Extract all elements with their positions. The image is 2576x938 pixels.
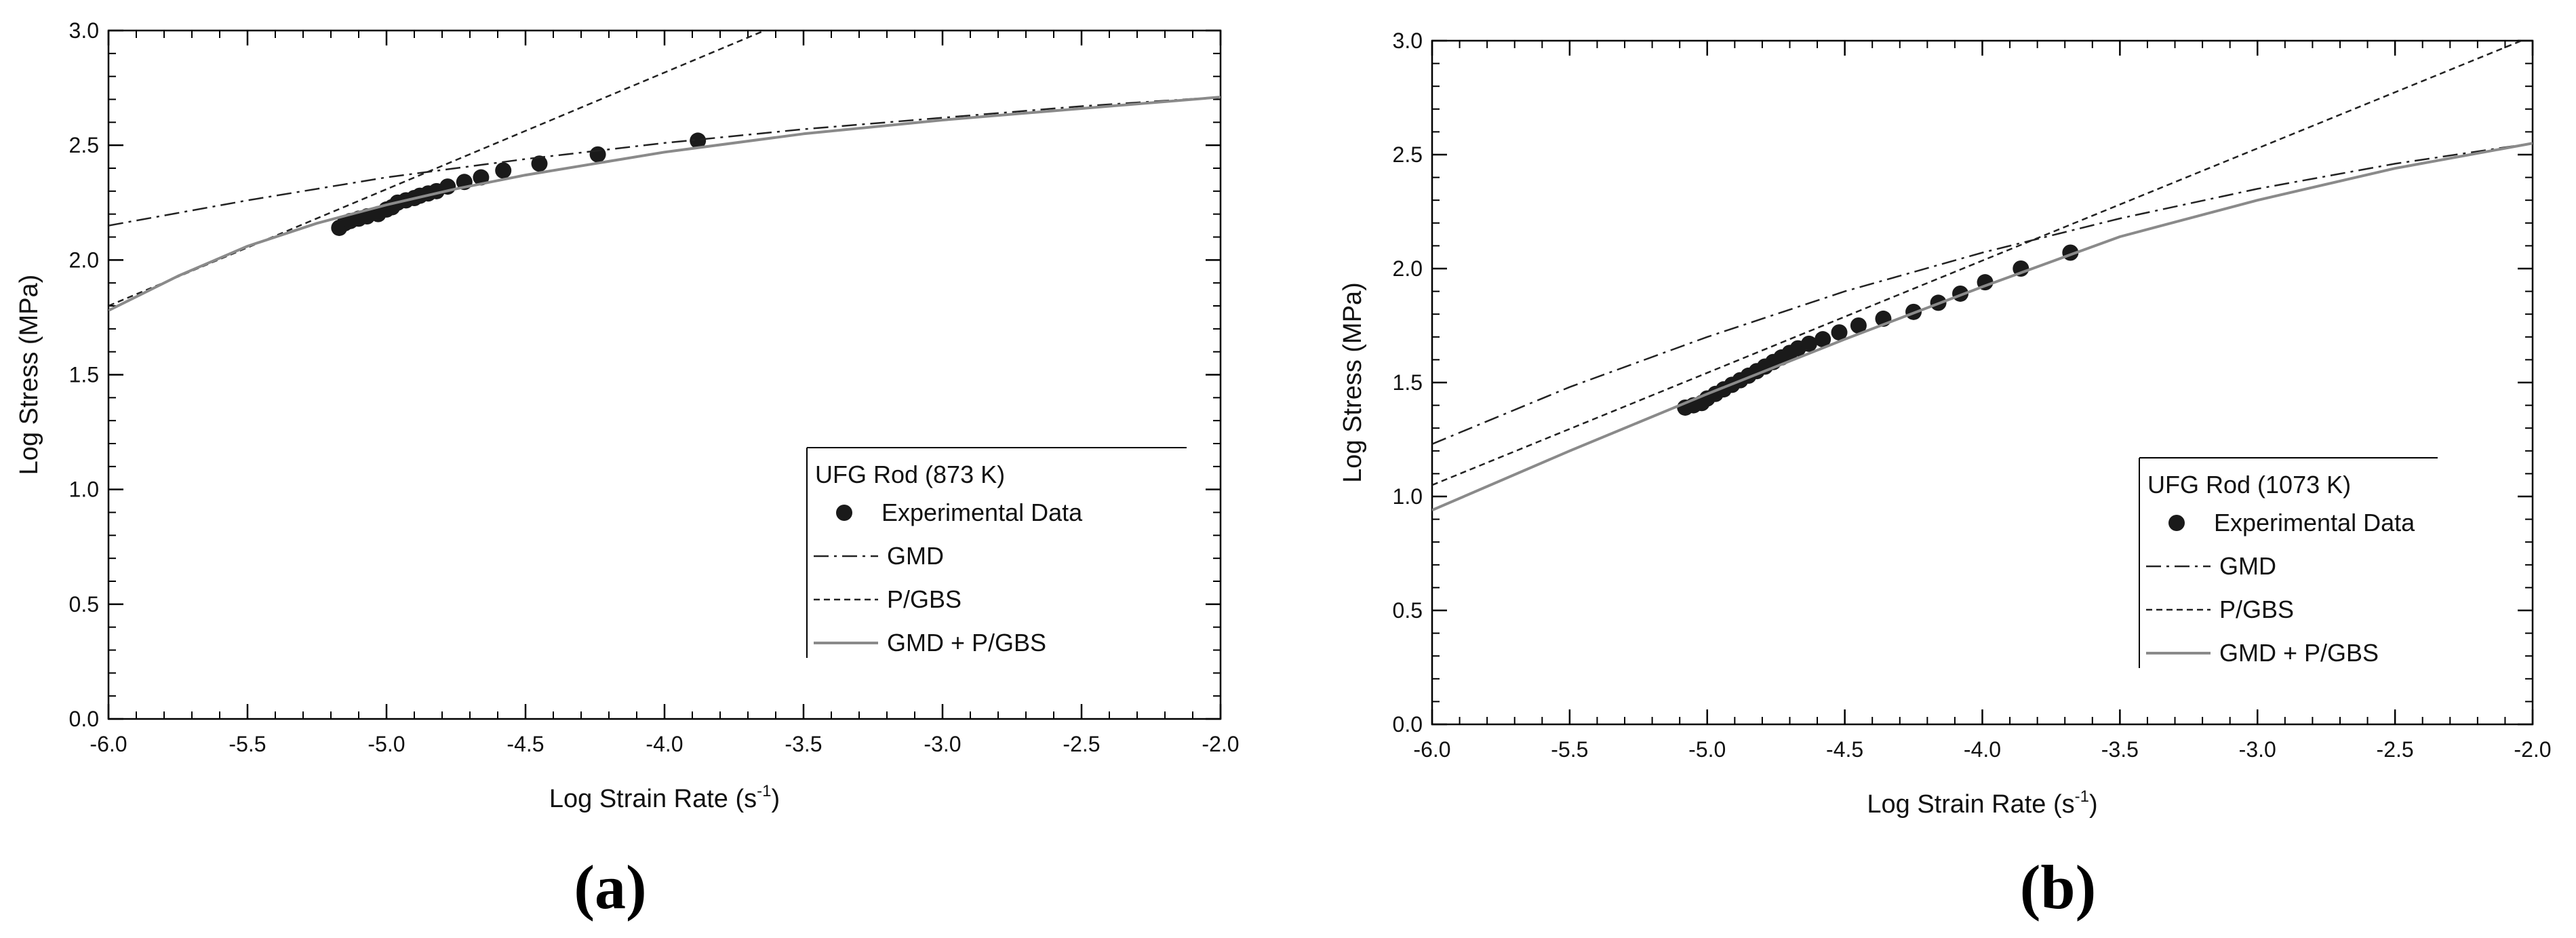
- data-point: [531, 155, 548, 172]
- x-tick-label: -4.0: [646, 732, 683, 756]
- x-tick-label: -5.0: [368, 732, 405, 756]
- data-point: [589, 146, 606, 163]
- legend-marker: [2168, 515, 2185, 531]
- y-tick-label: 1.0: [1393, 484, 1423, 509]
- legend: UFG Rod (1073 K) Experimental Data GMD P/GB…: [2139, 457, 2438, 668]
- y-tick-label: 0.0: [69, 707, 99, 731]
- y-tick-label: 0.5: [1393, 598, 1423, 623]
- chart-svg-a: -6.0 -5.5 -5.0 -4.5 -4.0 -3.5 -3.0 -2.5 -2.0 0.0 0…: [15, 18, 1240, 813]
- x-tick-label: -5.0: [1688, 737, 1726, 762]
- x-tick-label: -4.5: [1826, 737, 1863, 762]
- series-line-gmd-p-gbs: [108, 96, 1221, 312]
- y-tick-label: 3.0: [69, 18, 99, 43]
- legend-title: UFG Rod (1073 K): [2147, 471, 2351, 499]
- data-point: [1831, 324, 1848, 341]
- y-tick-label: 1.0: [69, 477, 99, 502]
- x-tick-label: -3.0: [924, 732, 961, 756]
- x-tick-label: -2.5: [2377, 737, 2414, 762]
- x-tick-label: -2.5: [1063, 732, 1100, 756]
- series-line-gmd: [108, 96, 1221, 227]
- legend: UFG Rod (873 K) Experimental Data GMD P/GBS…: [806, 447, 1187, 658]
- y-tick-label: 3.0: [1393, 28, 1423, 53]
- legend-entry-label: P/GBS: [2219, 595, 2294, 623]
- x-tick-label: -6.0: [1413, 737, 1450, 762]
- data-point: [495, 162, 512, 179]
- y-tick-label: 1.5: [1393, 370, 1423, 395]
- x-tick-label: -3.5: [785, 732, 822, 756]
- series-group: [108, 31, 1221, 312]
- legend-marker: [836, 505, 852, 521]
- data-point: [1815, 331, 1831, 348]
- y-tick-label: 2.5: [1393, 142, 1423, 167]
- data-point: [473, 169, 490, 186]
- legend-title: UFG Rod (873 K): [815, 461, 1005, 488]
- x-tick-label: -4.0: [1964, 737, 2001, 762]
- x-tick-label: -2.0: [1202, 732, 1239, 756]
- legend-bg: [2139, 458, 2438, 668]
- panel-label-b: (b): [2019, 853, 2097, 922]
- y-tick-label: 2.5: [69, 133, 99, 157]
- series-group: [1432, 41, 2533, 512]
- series-line-gmd-p-gbs: [1432, 142, 2533, 512]
- y-tick-label: 2.0: [1393, 256, 1423, 281]
- y-tick-label: 1.5: [69, 363, 99, 387]
- series-line-p-gbs: [1432, 41, 2524, 486]
- chart-panel-a: -6.0 -5.5 -5.0 -4.5 -4.0 -3.5 -3.0 -2.5 -2.0 0.0 0…: [15, 18, 1240, 922]
- data-point: [1850, 317, 1867, 334]
- data-point: [1800, 335, 1817, 352]
- legend-bg: [807, 448, 1187, 658]
- series-line-gmd: [1432, 142, 2533, 445]
- x-tick-label: -3.0: [2239, 737, 2276, 762]
- y-tick-label: 2.0: [69, 248, 99, 272]
- panel-label-a: (a): [574, 853, 647, 922]
- x-tick-label: -2.0: [2514, 737, 2551, 762]
- legend-entry-label: GMD: [2219, 552, 2276, 580]
- y-tick-label: 0.0: [1393, 712, 1423, 737]
- legend-entry-label: GMD: [887, 542, 944, 570]
- x-tick-label: -5.5: [1551, 737, 1588, 762]
- x-tick-label: -6.0: [90, 732, 127, 756]
- legend-entry-label: GMD + P/GBS: [2219, 639, 2379, 667]
- x-axis-label: Log Strain Rate (s-1): [1867, 787, 2097, 819]
- y-axis-label: Log Stress (MPa): [1339, 282, 1367, 483]
- data-point: [690, 132, 707, 149]
- y-tick-label: 0.5: [69, 592, 99, 617]
- chart-panel-b: -6.0 -5.5 -5.0 -4.5 -4.0 -3.5 -3.0 -2.5 -2.0 0.0 0…: [1288, 0, 2576, 938]
- legend-entry-label: GMD + P/GBS: [887, 629, 1046, 657]
- series-line-p-gbs: [108, 31, 766, 307]
- legend-entry-label: Experimental Data: [881, 499, 1083, 526]
- x-axis-label: Log Strain Rate (s-1): [549, 782, 780, 813]
- chart-svg-b: -6.0 -5.5 -5.0 -4.5 -4.0 -3.5 -3.0 -2.5 -2.0 0.0 0…: [1339, 28, 2552, 819]
- legend-entry-label: P/GBS: [887, 585, 962, 613]
- x-tick-label: -4.5: [507, 732, 544, 756]
- legend-entry-label: Experimental Data: [2214, 509, 2415, 536]
- x-tick-label: -5.5: [229, 732, 266, 756]
- y-axis-label: Log Stress (MPa): [15, 275, 43, 475]
- x-tick-label: -3.5: [2101, 737, 2139, 762]
